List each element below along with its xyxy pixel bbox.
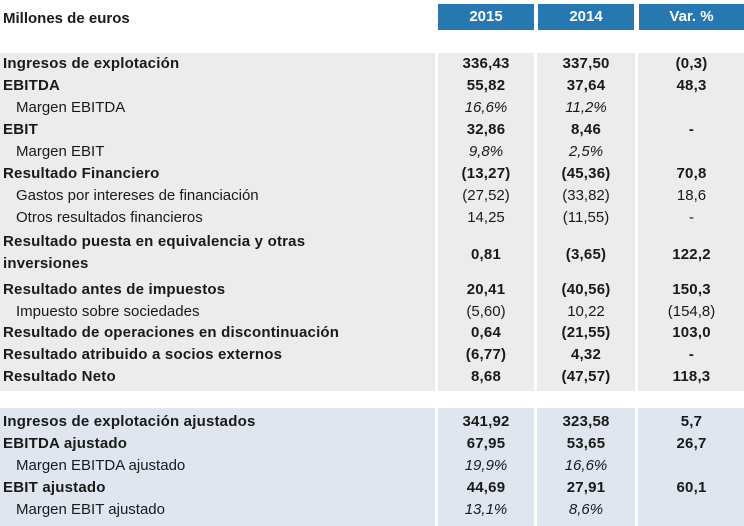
table-header-label: Millones de euros: [3, 10, 130, 27]
column-header-var: Var. %: [639, 4, 744, 30]
value-var: (0,3): [675, 55, 708, 72]
row-label: Resultado antes de impuestos: [3, 281, 226, 298]
value-2014: 11,2%: [565, 99, 607, 116]
row-label: EBITDA: [3, 77, 61, 94]
column-separator: [435, 53, 438, 391]
value-2014: 4,32: [571, 346, 601, 363]
value-2015: 19,9%: [464, 457, 508, 474]
value-2015: 20,41: [466, 281, 506, 298]
value-2015: 8,68: [471, 368, 501, 385]
column-header-2014: 2014: [538, 4, 634, 30]
value-2015: (27,52): [462, 187, 510, 204]
column-header-2015: 2015: [438, 4, 534, 30]
value-var: 150,3: [672, 281, 711, 298]
row-label: Resultado Neto: [3, 368, 116, 385]
value-var: 48,3: [676, 77, 707, 94]
row-label: Impuesto sobre sociedades: [16, 303, 200, 320]
value-2015: 9,8%: [468, 143, 504, 160]
row-label: Margen EBITDA ajustado: [16, 457, 186, 474]
value-2014: 37,64: [566, 77, 606, 94]
value-2014: 323,58: [562, 413, 610, 430]
value-var: 60,1: [676, 479, 707, 496]
value-2014: 10,22: [567, 303, 605, 320]
row-label-line-2: inversiones: [3, 255, 89, 272]
value-2015: 0,64: [471, 324, 501, 341]
row-label-line-1: Resultado puesta en equivalencia y otras: [3, 233, 306, 250]
row-label: Resultado de operaciones en discontinuac…: [3, 324, 340, 341]
column-separator: [534, 53, 537, 391]
row-label: EBIT ajustado: [3, 479, 106, 496]
value-2015: 16,6%: [464, 99, 508, 116]
row-label: Otros resultados financieros: [16, 209, 203, 226]
value-2014: 8,46: [571, 121, 601, 138]
value-2014: (47,57): [561, 368, 611, 385]
value-2014: 53,65: [566, 435, 606, 452]
value-var: -: [689, 209, 694, 226]
value-2015: 0,81: [471, 246, 501, 263]
value-2015: 336,43: [462, 55, 510, 72]
adjusted-results-band: [0, 408, 744, 526]
value-2014: 337,50: [562, 55, 610, 72]
value-2015: (13,27): [461, 165, 511, 182]
value-var: 103,0: [672, 324, 711, 341]
row-label: Margen EBITDA: [16, 99, 126, 116]
value-2014: (45,36): [561, 165, 611, 182]
row-label: Resultado Financiero: [3, 165, 160, 182]
value-2014: (21,55): [561, 324, 611, 341]
value-var: -: [688, 121, 695, 138]
column-separator: [534, 408, 537, 526]
value-var: 70,8: [676, 165, 707, 182]
value-2014: (11,55): [562, 209, 610, 226]
row-label: Ingresos de explotación: [3, 55, 180, 72]
value-2015: (5,60): [466, 303, 506, 320]
value-2015: 67,95: [466, 435, 506, 452]
main-results-band: [0, 53, 744, 391]
value-var: 18,6: [676, 187, 707, 204]
value-2015: 55,82: [466, 77, 506, 94]
value-2015: 44,69: [466, 479, 506, 496]
value-2014: 16,6%: [564, 457, 608, 474]
value-var: 122,2: [672, 246, 711, 263]
value-2015: (6,77): [465, 346, 507, 363]
value-2014: (3,65): [565, 246, 607, 263]
column-separator: [435, 408, 438, 526]
value-var: 5,7: [680, 413, 703, 430]
row-label: Resultado atribuido a socios externos: [3, 346, 283, 363]
value-2015: 13,1%: [464, 501, 508, 518]
value-2015: 341,92: [462, 413, 510, 430]
value-var: (154,8): [667, 303, 716, 320]
value-var: 118,3: [672, 368, 711, 385]
row-label: Gastos por intereses de financiación: [16, 187, 259, 204]
row-label: Margen EBIT: [16, 143, 105, 160]
value-2014: 2,5%: [568, 143, 604, 160]
column-separator: [635, 53, 638, 391]
value-2014: (40,56): [561, 281, 611, 298]
column-separator: [635, 408, 638, 526]
value-2015: 14,25: [467, 209, 505, 226]
row-label: EBITDA ajustado: [3, 435, 128, 452]
value-var: 26,7: [676, 435, 707, 452]
value-2014: 8,6%: [568, 501, 604, 518]
row-label: Margen EBIT ajustado: [16, 501, 165, 518]
row-label: EBIT: [3, 121, 38, 138]
row-label: Ingresos de explotación ajustados: [3, 413, 256, 430]
value-var: -: [688, 346, 695, 363]
value-2014: 27,91: [566, 479, 606, 496]
value-2014: (33,82): [562, 187, 610, 204]
value-2015: 32,86: [466, 121, 506, 138]
